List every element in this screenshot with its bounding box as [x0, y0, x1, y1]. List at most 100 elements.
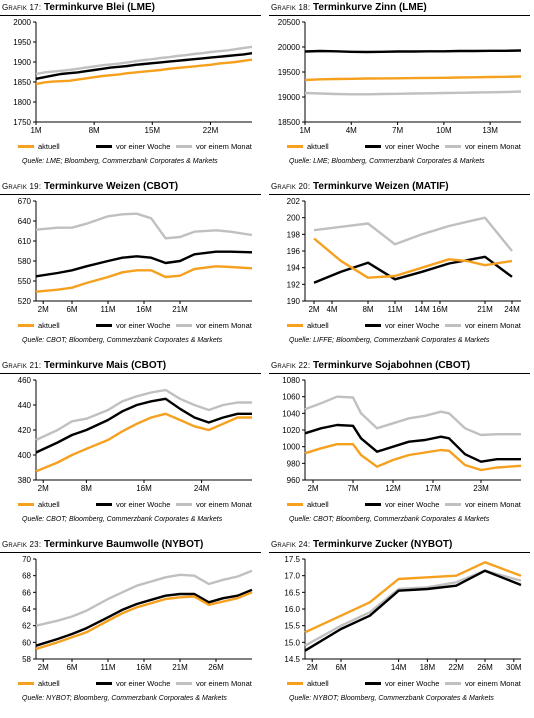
x-tick-label: 8M [81, 484, 92, 492]
legend-label: aktuell [307, 142, 329, 151]
x-tick-label: 8M [362, 305, 373, 313]
legend-swatch [96, 503, 112, 506]
chart-source: Quelle: LME; Bloomberg, Commerzbank Corp… [22, 158, 218, 165]
y-tick-label: 15.0 [284, 638, 300, 647]
title-rule [269, 194, 530, 195]
chart-panel: Grafik 21: Terminkurve Mais (CBOT) 380 400… [0, 360, 267, 539]
legend-swatch [287, 145, 303, 148]
chart-number: Grafik 17: [2, 3, 42, 12]
line-chart: 520 550 580 610 640 670 2M 6M 11M 16M 21M [18, 197, 253, 313]
chart-title-text: Terminkurve Weizen (CBOT) [41, 181, 179, 192]
y-tick-label: 64 [22, 605, 31, 614]
y-tick-label: 1950 [13, 38, 31, 47]
chart-number: Grafik 23: [2, 540, 42, 549]
legend-item: vor einem Monat [176, 321, 252, 330]
y-tick-label: 20000 [278, 43, 301, 52]
legend-swatch [96, 682, 112, 685]
y-tick-label: 670 [18, 197, 32, 206]
legend-swatch [96, 145, 112, 148]
legend-item: aktuell [18, 321, 60, 330]
chart-source: Quelle: CBOT; Bloomberg, Commerzbank Cor… [22, 337, 223, 344]
x-tick-label: 2M [38, 484, 49, 492]
chart-title-text: Terminkurve Blei (LME) [41, 2, 155, 13]
y-tick-label: 66 [22, 588, 31, 597]
y-tick-label: 14.5 [284, 655, 300, 664]
chart-source: Quelle: NYBOT; Bloomberg, Commerzbank Co… [289, 695, 494, 702]
legend-label: aktuell [307, 500, 329, 509]
y-tick-label: 70 [22, 555, 31, 564]
x-tick-label: 6M [335, 663, 346, 671]
legend-label: vor einem Monat [465, 142, 521, 151]
chart-title-text: Terminkurve Sojabohnen (CBOT) [310, 360, 471, 371]
series-line-vor-einer-woche [35, 397, 252, 454]
x-tick-label: 18M [420, 663, 436, 671]
chart-title-text: Terminkurve Mais (CBOT) [41, 360, 167, 371]
x-tick-label: 21M [477, 305, 493, 313]
x-tick-label: 6M [66, 663, 77, 671]
title-rule [269, 373, 530, 374]
series-line-aktuell [304, 561, 522, 634]
y-tick-label: 580 [18, 257, 32, 266]
chart-title-text: Terminkurve Zucker (NYBOT) [310, 539, 453, 550]
chart-title: Grafik 23: Terminkurve Baumwolle (NYBOT) [2, 539, 203, 550]
x-tick-label: 2M [307, 484, 318, 492]
x-tick-label: 21M [172, 663, 188, 671]
series-line-vor-einer-woche [313, 255, 513, 284]
chart-panel: Grafik 19: Terminkurve Weizen (CBOT) 520 5… [0, 181, 267, 360]
series-line-aktuell [304, 75, 522, 82]
chart-number: Grafik 24: [271, 540, 311, 549]
series-line-vor-einem-monat [304, 395, 521, 437]
chart-title: Grafik 21: Terminkurve Mais (CBOT) [2, 360, 166, 371]
legend-swatch [445, 682, 461, 685]
x-tick-label: 7M [347, 484, 358, 492]
legend-label: vor einem Monat [196, 321, 252, 330]
series-line-vor-einem-monat [35, 569, 253, 627]
legend-label: aktuell [38, 142, 60, 151]
legend-label: vor einem Monat [465, 679, 521, 688]
chart-title: Grafik 20: Terminkurve Weizen (MATIF) [271, 181, 449, 192]
legend-swatch [365, 682, 381, 685]
series-line-vor-einem-monat [35, 388, 252, 442]
chart-title-text: Terminkurve Zinn (LME) [310, 2, 427, 13]
y-tick-label: 980 [287, 459, 301, 468]
y-tick-label: 1000 [282, 443, 300, 452]
series-line-vor-einer-woche [304, 423, 521, 463]
x-tick-label: 1M [299, 126, 310, 134]
y-tick-label: 18500 [278, 118, 301, 127]
line-chart: 1750 1800 1850 1900 1950 2000 1M 8M 15M 22M [13, 18, 253, 134]
legend-swatch [18, 324, 34, 327]
series-line-vor-einem-monat [304, 569, 522, 647]
chart-panel: Grafik 24: Terminkurve Zucker (NYBOT) 14.… [269, 539, 534, 718]
legend-swatch [18, 503, 34, 506]
chart-title: Grafik 24: Terminkurve Zucker (NYBOT) [271, 539, 452, 550]
y-tick-label: 1040 [282, 409, 300, 418]
legend-item: vor einer Woche [365, 142, 439, 151]
line-chart: 18500 19000 19500 20000 20500 1M 4M 7M 10M 13M [278, 18, 522, 134]
chart-title-text: Terminkurve Baumwolle (NYBOT) [41, 539, 204, 550]
line-chart: 14.5 15.0 15.5 16.0 16.5 17.0 17.5 2M 6M 14M 18M 22… [284, 555, 522, 671]
y-tick-label: 2000 [13, 18, 31, 27]
legend-item: vor einem Monat [445, 142, 521, 151]
y-tick-label: 610 [18, 237, 32, 246]
series-line-vor-einer-woche [35, 588, 253, 647]
y-tick-label: 17.0 [284, 572, 300, 581]
legend-item: aktuell [287, 142, 329, 151]
x-tick-label: 8M [89, 126, 100, 134]
legend-label: vor einer Woche [116, 321, 171, 330]
series-line-vor-einer-woche [304, 569, 522, 652]
x-tick-label: 12M [385, 484, 401, 492]
series-line-vor-einem-monat [35, 45, 253, 76]
legend-swatch [18, 682, 34, 685]
legend-swatch [365, 145, 381, 148]
x-tick-label: 2M [38, 663, 49, 671]
x-tick-label: 24M [504, 305, 520, 313]
x-tick-label: 21M [172, 305, 188, 313]
chart-source: Quelle: CBOT; Bloomberg, Commerzbank Cor… [289, 516, 490, 523]
x-tick-label: 16M [136, 663, 152, 671]
chart-number: Grafik 22: [271, 361, 311, 370]
y-tick-label: 194 [287, 264, 301, 273]
x-tick-label: 14M [391, 663, 407, 671]
y-tick-label: 1060 [282, 393, 300, 402]
legend-item: vor einem Monat [445, 500, 521, 509]
legend-item: aktuell [287, 321, 329, 330]
